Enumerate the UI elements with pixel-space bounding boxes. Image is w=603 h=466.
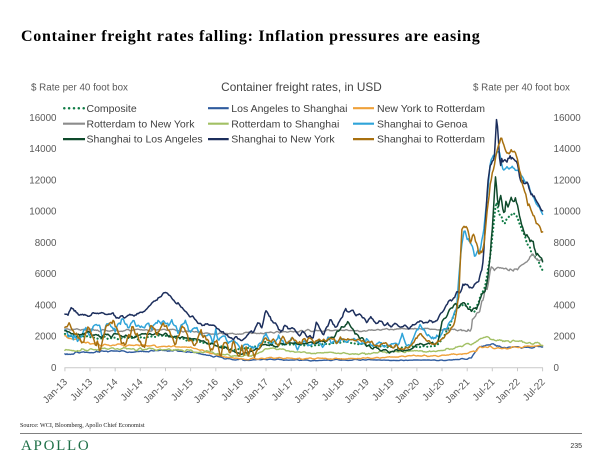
svg-text:Rotterdam to Shanghai: Rotterdam to Shanghai	[231, 118, 339, 130]
svg-text:Container freight rates, in US: Container freight rates, in USD	[221, 80, 382, 94]
svg-text:Los Angeles to Shanghai: Los Angeles to Shanghai	[231, 103, 347, 115]
svg-text:8000: 8000	[35, 238, 57, 249]
svg-text:2000: 2000	[554, 332, 576, 343]
svg-text:6000: 6000	[554, 269, 576, 280]
svg-text:Rotterdam to New York: Rotterdam to New York	[87, 118, 196, 130]
svg-text:$ Rate per 40 foot box: $ Rate per 40 foot box	[31, 82, 128, 93]
svg-text:4000: 4000	[554, 300, 576, 311]
svg-text:Jan-15: Jan-15	[142, 376, 171, 405]
svg-text:Shanghai to Rotterdam: Shanghai to Rotterdam	[377, 134, 485, 146]
svg-text:Jan-14: Jan-14	[91, 376, 120, 405]
svg-text:2000: 2000	[35, 332, 57, 343]
svg-text:14000: 14000	[554, 144, 582, 155]
svg-text:Jan-16: Jan-16	[192, 376, 221, 405]
svg-text:6000: 6000	[35, 269, 57, 280]
svg-text:New York to Rotterdam: New York to Rotterdam	[377, 103, 485, 115]
svg-text:16000: 16000	[554, 113, 582, 124]
svg-text:4000: 4000	[35, 300, 57, 311]
svg-text:0: 0	[51, 363, 57, 374]
svg-text:Shanghai to Genoa: Shanghai to Genoa	[377, 118, 468, 130]
svg-text:12000: 12000	[554, 175, 582, 186]
svg-text:Jan-21: Jan-21	[443, 377, 472, 406]
svg-text:Jan-17: Jan-17	[242, 377, 271, 406]
svg-text:14000: 14000	[29, 144, 57, 155]
svg-text:Shanghai to New York: Shanghai to New York	[231, 134, 335, 146]
svg-text:Shanghai to Los Angeles: Shanghai to Los Angeles	[87, 134, 203, 146]
svg-text:Jan-13: Jan-13	[41, 376, 70, 405]
svg-text:Jul-22: Jul-22	[521, 377, 548, 404]
svg-text:10000: 10000	[29, 207, 57, 218]
svg-text:Jan-22: Jan-22	[494, 377, 523, 406]
svg-text:Jan-18: Jan-18	[292, 376, 321, 405]
svg-text:Jan-20: Jan-20	[393, 376, 422, 405]
svg-text:$ Rate per 40 foot box: $ Rate per 40 foot box	[473, 82, 570, 93]
svg-text:12000: 12000	[29, 175, 57, 186]
svg-text:8000: 8000	[554, 238, 576, 249]
svg-text:Jul-19: Jul-19	[370, 377, 397, 404]
svg-text:10000: 10000	[554, 207, 582, 218]
svg-text:Composite: Composite	[87, 103, 137, 115]
svg-text:Jul-21: Jul-21	[471, 377, 498, 404]
svg-text:0: 0	[554, 363, 560, 374]
svg-text:Jan-19: Jan-19	[343, 377, 372, 406]
svg-text:Jul-17: Jul-17	[270, 377, 297, 404]
svg-text:16000: 16000	[29, 113, 57, 124]
